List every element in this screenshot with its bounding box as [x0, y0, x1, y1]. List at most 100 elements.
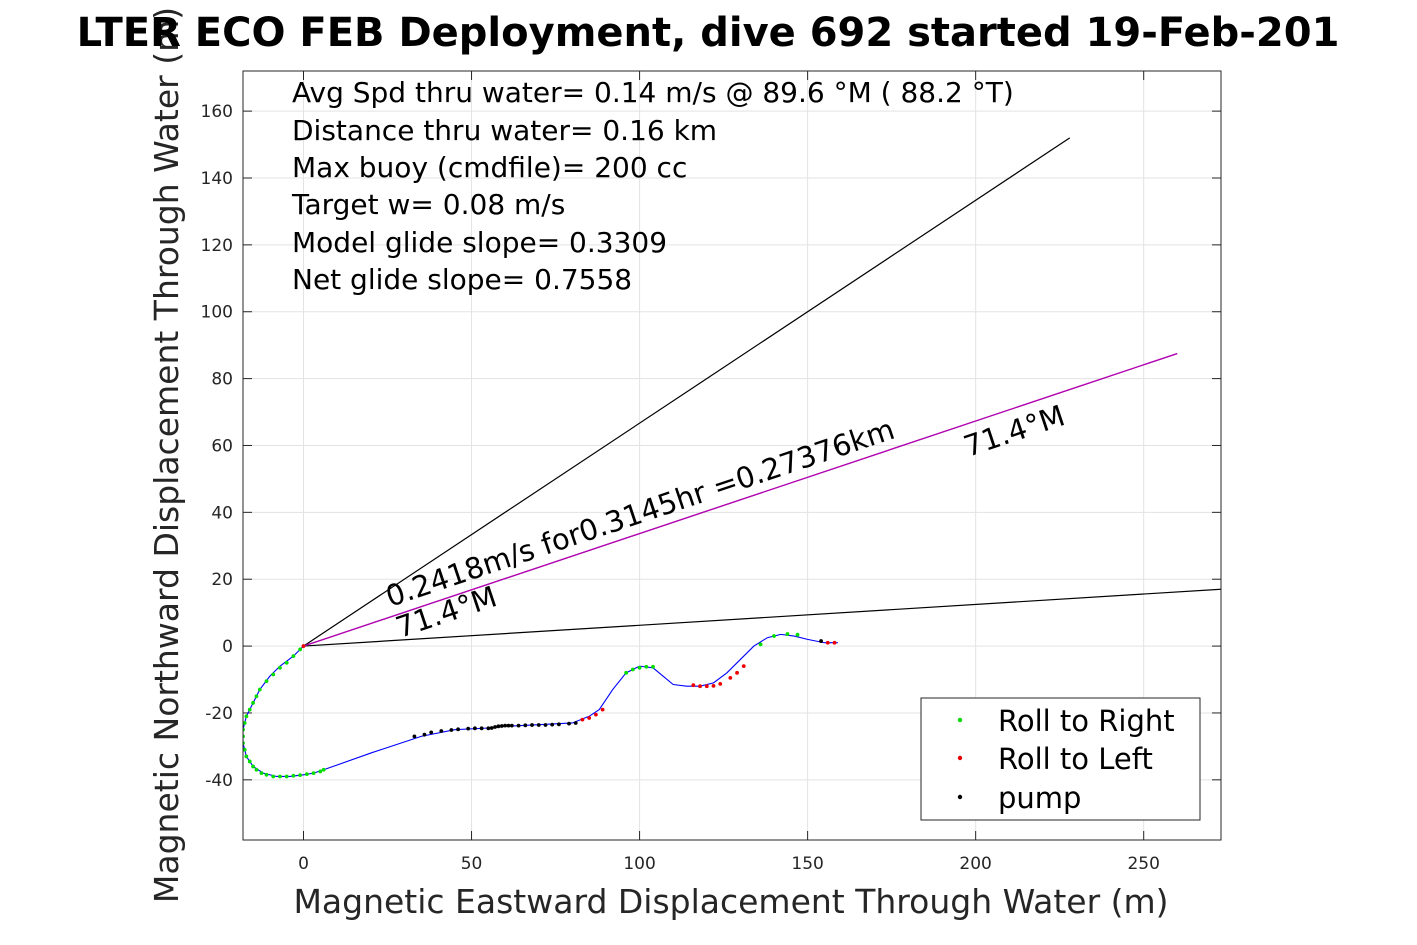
- info-distance: Distance thru water= 0.16 km: [292, 114, 717, 147]
- pump-point: [819, 639, 823, 643]
- roll-to-right-point: [251, 764, 255, 769]
- y-tick-label: 40: [211, 503, 233, 523]
- pump-point: [486, 726, 491, 731]
- reference-line-current: [303, 352, 1178, 647]
- roll-to-left-point: [600, 707, 605, 712]
- pump-point: [573, 721, 578, 725]
- roll-to-right-point: [259, 771, 264, 776]
- roll-to-right-point: [630, 667, 635, 672]
- roll-to-left-point: [704, 684, 709, 689]
- info-model-glide: Model glide slope= 0.3309: [292, 226, 667, 259]
- roll-to-right-point: [291, 654, 296, 659]
- reference-line-lower-bound: [303, 588, 1221, 647]
- roll-to-right-point: [247, 759, 252, 764]
- legend-label-pump: pump: [998, 781, 1081, 815]
- roll-to-right-point: [257, 687, 262, 692]
- grid: [243, 71, 1221, 840]
- pump-point: [439, 729, 444, 733]
- y-axis-label: Magnetic Northward Displacement Through …: [147, 7, 186, 903]
- roll-to-right-point: [644, 664, 649, 669]
- legend-marker-roll-right: [957, 717, 963, 723]
- roll-to-right-point: [321, 767, 326, 772]
- x-tick-label: 150: [791, 854, 823, 874]
- roll-to-right-point: [251, 701, 255, 705]
- x-tick-label: 100: [623, 854, 655, 874]
- roll-to-left-point: [718, 681, 723, 686]
- pump-point: [506, 723, 511, 728]
- roll-to-right-point: [284, 774, 289, 779]
- roll-to-right-point: [254, 694, 259, 699]
- roll-to-right-point: [795, 632, 800, 637]
- roll-to-right-point: [298, 773, 303, 778]
- roll-to-right-point: [284, 660, 289, 665]
- roll-to-right-point: [651, 664, 655, 669]
- roll-to-right-point: [758, 642, 763, 647]
- roll-to-right-point: [298, 647, 303, 652]
- pump-point: [536, 723, 541, 727]
- roll-to-right-point: [637, 665, 642, 670]
- roll-to-right-point: [291, 773, 296, 778]
- roll-to-right-point: [278, 665, 282, 670]
- roll-to-right-point: [254, 767, 259, 772]
- pump-point: [550, 722, 555, 727]
- roll-to-left-point: [301, 644, 306, 648]
- roll-to-right-point: [318, 769, 323, 774]
- y-tick-label: 20: [211, 570, 233, 590]
- roll-to-left-point: [711, 683, 716, 688]
- pump-point: [429, 730, 434, 735]
- roll-to-left-point: [832, 640, 837, 645]
- roll-to-left-point: [735, 670, 739, 675]
- pump-point: [496, 724, 501, 729]
- roll-to-right-point: [243, 747, 247, 752]
- info-target-w: Target w= 0.08 m/s: [291, 188, 565, 221]
- x-tick-label: 200: [959, 854, 991, 874]
- pump-point: [557, 722, 561, 727]
- pump-point: [456, 727, 460, 732]
- pump-point: [509, 723, 514, 728]
- pump-point: [543, 723, 548, 727]
- roll-to-right-point: [624, 670, 629, 675]
- roll-to-right-point: [271, 774, 276, 779]
- roll-to-right-point: [311, 771, 316, 776]
- roll-to-left-point: [587, 716, 592, 720]
- pump-point: [493, 725, 497, 729]
- roll-to-left-point: [698, 684, 702, 689]
- legend-marker-pump: [957, 794, 963, 800]
- legend-box: [920, 697, 1201, 821]
- y-tick-label: -20: [205, 704, 233, 724]
- roll-to-left-point: [728, 675, 733, 680]
- legend-marker-roll-left: [957, 755, 963, 761]
- roll-to-right-point: [772, 634, 776, 638]
- axis-ticks: [243, 71, 1221, 840]
- pump-point: [530, 723, 534, 727]
- roll-to-right-point: [244, 754, 249, 759]
- y-tick-label: 100: [201, 303, 233, 323]
- plot-frame: [242, 70, 1222, 841]
- legend-label-roll-right: Roll to Right: [998, 704, 1175, 738]
- roll-to-left-point: [593, 712, 598, 717]
- glider-track-line: [243, 633, 838, 778]
- pump-point: [472, 726, 477, 731]
- legend-label-roll-left: Roll to Left: [998, 742, 1153, 776]
- info-max-buoy: Max buoy (cmdfile)= 200 cc: [292, 151, 687, 184]
- pump-point: [516, 723, 521, 728]
- y-tick-label: 140: [201, 169, 233, 189]
- pump-point: [479, 726, 484, 731]
- x-tick-label: 250: [1127, 854, 1159, 874]
- pump-point: [466, 726, 471, 731]
- roll-to-left-point: [580, 717, 585, 722]
- info-net-glide: Net glide slope= 0.7558: [292, 263, 632, 296]
- data-layer: [243, 137, 1221, 779]
- pump-point: [523, 723, 528, 728]
- pump-point: [489, 726, 494, 730]
- y-tick-label: -40: [205, 771, 233, 791]
- roll-to-left-point: [741, 664, 746, 669]
- pump-point: [422, 732, 427, 737]
- tick-labels: 0 50 100 150 200 250 -40 -20 0 20 40 60 80 100 120 140 1…: [201, 102, 1160, 874]
- roll-to-right-point: [244, 714, 249, 719]
- y-tick-label: 80: [211, 370, 233, 390]
- roll-to-right-point: [247, 707, 252, 712]
- legend: Roll to Right Roll to Left pump: [920, 697, 1201, 821]
- roll-to-right-point: [785, 632, 790, 636]
- roll-to-right-point: [264, 772, 269, 777]
